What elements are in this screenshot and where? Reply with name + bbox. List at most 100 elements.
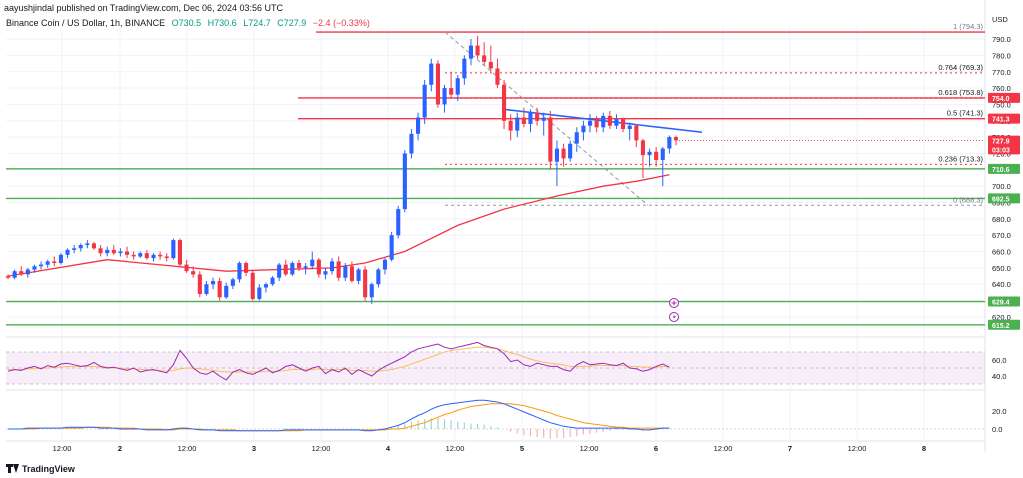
time-axis: 12:00 2 12:00 3 12:00 4 12:00 5 12:00 6 12:00 7 12:0… <box>53 444 926 453</box>
price-badge-label: 741.3 <box>992 117 1010 124</box>
candle-body <box>621 119 626 129</box>
rsi-tick-label: 40.0 <box>992 372 1007 381</box>
price-badge <box>988 319 1020 330</box>
candle-body <box>574 132 579 144</box>
candle-body <box>660 148 665 160</box>
price-tick-label: 770.0 <box>992 68 1011 77</box>
price-tick-label: 660.0 <box>992 248 1011 257</box>
candle-body <box>118 251 123 254</box>
rsi-tick-label: 60.0 <box>992 356 1007 365</box>
candle-body <box>601 115 606 128</box>
time-tick-label: 12:00 <box>53 444 72 453</box>
time-tick-label: 12:00 <box>714 444 733 453</box>
candle-body <box>349 266 354 281</box>
tradingview-logo: TradingView <box>6 464 75 474</box>
macd-tick-label: 0.0 <box>992 425 1002 434</box>
candle-body <box>297 263 302 268</box>
ohlc-change: −2.4 (−0.33%) <box>312 18 370 28</box>
candle-body <box>594 120 599 128</box>
candle-body <box>462 58 467 79</box>
candle-body <box>508 120 513 131</box>
candle-body <box>475 45 480 56</box>
fib-diagonal <box>444 31 649 206</box>
candle-body <box>568 143 573 159</box>
candle-body <box>277 264 282 278</box>
candle-body <box>634 125 639 141</box>
candle-body <box>39 264 44 267</box>
candle-body <box>588 120 593 126</box>
candlesticks <box>5 35 985 304</box>
candle-body <box>211 281 216 285</box>
candle-body <box>482 55 487 62</box>
candle-body <box>396 209 401 236</box>
candle-body <box>554 148 559 162</box>
candle-body <box>138 253 143 257</box>
candle-body <box>382 259 387 270</box>
fib-level-label: 0.618 (753.8) <box>938 88 983 97</box>
candle-body <box>191 271 196 275</box>
price-badge <box>988 135 1020 146</box>
candle-body <box>303 266 308 268</box>
price-badge <box>988 296 1020 307</box>
price-tick-label: 640.0 <box>992 280 1011 289</box>
candle-body <box>158 254 163 257</box>
time-tick-label: 6 <box>654 444 658 453</box>
symbol-name: Binance Coin / US Dollar, 1h, BINANCE <box>6 18 166 28</box>
candle-body <box>98 248 103 254</box>
time-tick-label: 5 <box>520 444 524 453</box>
candle-body <box>330 261 335 272</box>
candle-body <box>131 254 136 257</box>
candle-body <box>442 88 447 105</box>
time-tick-label: 4 <box>386 444 391 453</box>
grid <box>6 0 986 452</box>
candle-body <box>144 253 149 259</box>
macd-panel: 0.0 20.0 <box>6 399 1007 439</box>
candle-body <box>230 279 235 286</box>
candle-body <box>65 249 70 255</box>
candle-body <box>32 266 37 270</box>
candle-body <box>369 284 374 298</box>
fib-level-label: 0.5 (741.3) <box>947 109 984 118</box>
candle-body <box>422 84 427 118</box>
candle-body <box>541 117 546 121</box>
candle-body <box>468 45 473 59</box>
time-tick-label: 12:00 <box>848 444 867 453</box>
candle-body <box>647 151 652 156</box>
candle-body <box>488 62 493 69</box>
price-badge <box>988 193 1020 204</box>
candle-body <box>111 249 116 254</box>
fibonacci-retracement: 1 (794.3) 0.764 (769.3) 0.618 (753.8) 0.5 (… <box>316 22 985 206</box>
price-badge-label: 629.4 <box>992 300 1010 307</box>
price-badge-label: 615.2 <box>992 323 1010 330</box>
ohlc-low: L724.7 <box>243 18 271 28</box>
candle-body <box>654 151 659 160</box>
brand-text: TradingView <box>22 464 75 474</box>
fib-level-label: 0.236 (713.3) <box>938 154 983 163</box>
price-badge-label: 754.0 <box>992 96 1010 103</box>
time-tick-label: 7 <box>788 444 792 453</box>
candle-body <box>310 259 315 267</box>
candle-body <box>389 235 394 260</box>
price-badge <box>988 113 1020 124</box>
candle-body <box>45 261 50 265</box>
candle-body <box>449 88 454 95</box>
price-badges: 754.0 741.3 727.903:03 710.6 692.5 629.4 615.2 <box>988 92 1020 330</box>
lightning-icon <box>669 312 679 322</box>
macd-tick-label: 20.0 <box>992 407 1007 416</box>
rsi-line <box>7 341 670 381</box>
candle-body <box>535 112 540 121</box>
candle-body <box>607 115 612 126</box>
price-tick-label: 700.0 <box>992 182 1011 191</box>
price-badge <box>988 144 1020 155</box>
candle-body <box>204 284 209 294</box>
plus-circle-icon <box>669 298 679 308</box>
ma-line <box>7 174 670 277</box>
candle-body <box>316 259 321 275</box>
time-tick-label: 2 <box>118 444 122 453</box>
price-tick-label: 650.0 <box>992 264 1011 273</box>
candle-body <box>435 63 440 105</box>
candle-body <box>614 119 619 126</box>
candle-body <box>548 117 553 162</box>
candle-body <box>151 254 156 259</box>
